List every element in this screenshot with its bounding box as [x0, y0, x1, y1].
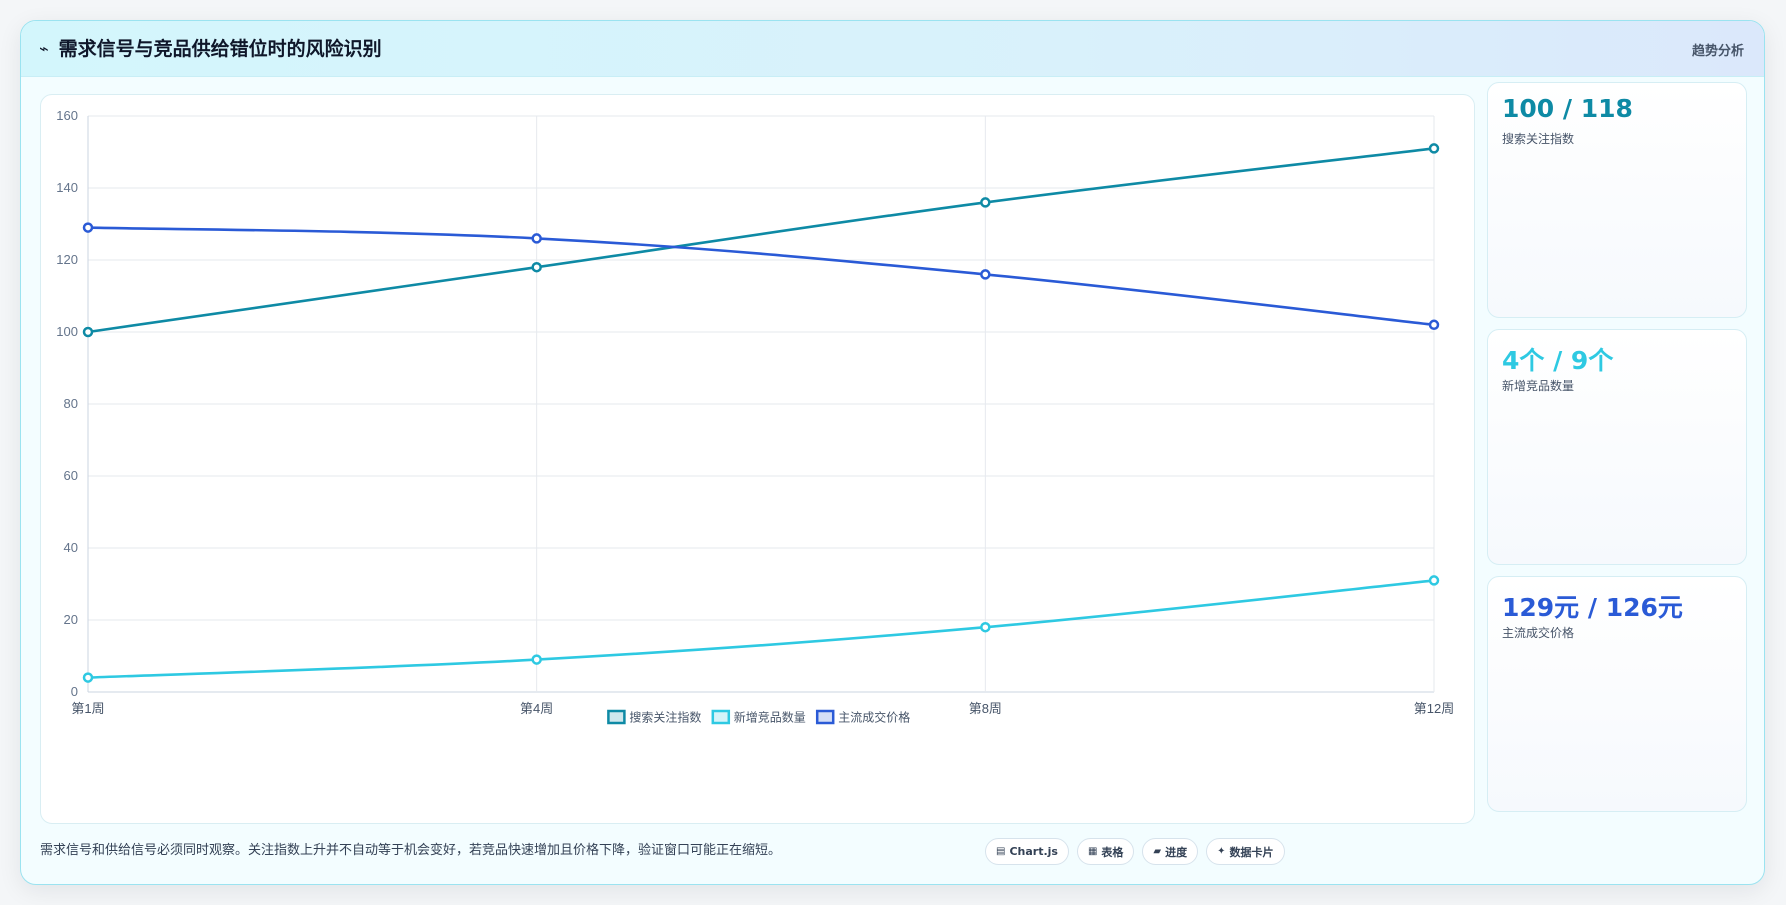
data-point — [1428, 143, 1440, 154]
legend-swatch — [607, 709, 626, 725]
data-point — [531, 261, 542, 273]
kpi-value: 129元 / 126元 — [1502, 593, 1683, 622]
data-point — [980, 197, 991, 208]
legend-swatch — [815, 709, 835, 725]
data-point — [1428, 575, 1440, 586]
y-tick-label: 140 — [56, 180, 78, 195]
y-tick-label: 100 — [56, 324, 78, 339]
series-line-0 — [87, 147, 1435, 334]
x-tick-label: 第12周 — [1414, 701, 1454, 716]
y-tick-label: 20 — [64, 612, 78, 627]
badge-label: Chart.js — [1009, 845, 1058, 858]
tech-badges: ▤ Chart.js ▦ 表格 ▰ 进度 ✦ 数据卡片 — [985, 838, 1285, 865]
badge-label: 表格 — [1101, 845, 1124, 859]
progress-icon: ▰ — [1153, 846, 1162, 857]
x-tick-label: 第4周 — [520, 701, 553, 716]
kpi-value: 4个 / 9个 — [1502, 346, 1614, 375]
line-chart-panel: 0 20 40 60 80 100 120 140 160 第1周 第4周 第8周 第12周搜索关注指数… — [40, 94, 1475, 824]
kpi-label: 主流成交价格 — [1502, 626, 1575, 640]
badge-label: 数据卡片 — [1229, 845, 1274, 859]
badge-chartjs[interactable]: ▤ Chart.js — [985, 838, 1069, 865]
footer-note: 需求信号和供给信号必须同时观察。关注指数上升并不自动等于机会变好，若竞品快速增加… — [40, 843, 782, 858]
dashboard-card: ⌁ 需求信号与竞品供给错位时的风险识别 趋势分析 0 20 40 60 80 100 120… — [20, 20, 1765, 885]
sparkline-icon: ⌁ — [39, 39, 49, 58]
analysis-tag: 趋势分析 — [1691, 44, 1744, 59]
y-tick-label: 60 — [64, 468, 78, 483]
kpi-card-price: 129元 / 126元 主流成交价格 — [1487, 576, 1747, 812]
data-point — [82, 326, 94, 338]
y-tick-label: 0 — [71, 684, 78, 699]
chart-icon: ▤ — [996, 846, 1006, 857]
data-point — [82, 672, 94, 683]
series-line-2 — [87, 226, 1435, 327]
y-tick-label: 80 — [64, 396, 78, 411]
badge-label: 进度 — [1165, 845, 1188, 859]
data-point — [531, 654, 542, 665]
series-line-1 — [87, 579, 1435, 679]
data-point — [82, 222, 94, 233]
badge-card[interactable]: ✦ 数据卡片 — [1206, 838, 1285, 865]
y-tick-label: 120 — [56, 252, 78, 267]
x-tick-label: 第8周 — [969, 701, 1002, 716]
kpi-value: 100 / 118 — [1502, 94, 1633, 123]
kpi-card-competitors: 4个 / 9个 新增竞品数量 — [1487, 329, 1747, 565]
card-header: ⌁ 需求信号与竞品供给错位时的风险识别 趋势分析 — [21, 21, 1764, 77]
line-chart: 0 20 40 60 80 100 120 140 160 第1周 第4周 第8周 第12周搜索关注指数… — [56, 108, 1454, 725]
card-icon: ✦ — [1217, 846, 1226, 857]
y-tick-label: 160 — [56, 108, 78, 123]
x-tick-label: 第1周 — [71, 701, 104, 716]
badge-table[interactable]: ▦ 表格 — [1076, 838, 1135, 865]
y-tick-label: 40 — [64, 540, 78, 555]
legend-swatch — [711, 709, 731, 725]
kpi-card-search: 100 / 118 搜索关注指数 — [1487, 82, 1747, 318]
legend-label: 新增竞品数量 — [734, 710, 806, 725]
legend-label: 主流成交价格 — [838, 710, 910, 725]
page-title: 需求信号与竞品供给错位时的风险识别 — [58, 38, 382, 60]
kpi-label: 搜索关注指数 — [1502, 132, 1575, 146]
table-icon: ▦ — [1087, 846, 1098, 857]
data-point — [531, 233, 542, 244]
legend-label: 搜索关注指数 — [629, 710, 701, 725]
data-point — [1428, 319, 1440, 331]
data-point — [980, 269, 991, 280]
data-point — [980, 621, 991, 633]
kpi-label: 新增竞品数量 — [1502, 379, 1575, 393]
badge-progress[interactable]: ▰ 进度 — [1142, 838, 1199, 865]
